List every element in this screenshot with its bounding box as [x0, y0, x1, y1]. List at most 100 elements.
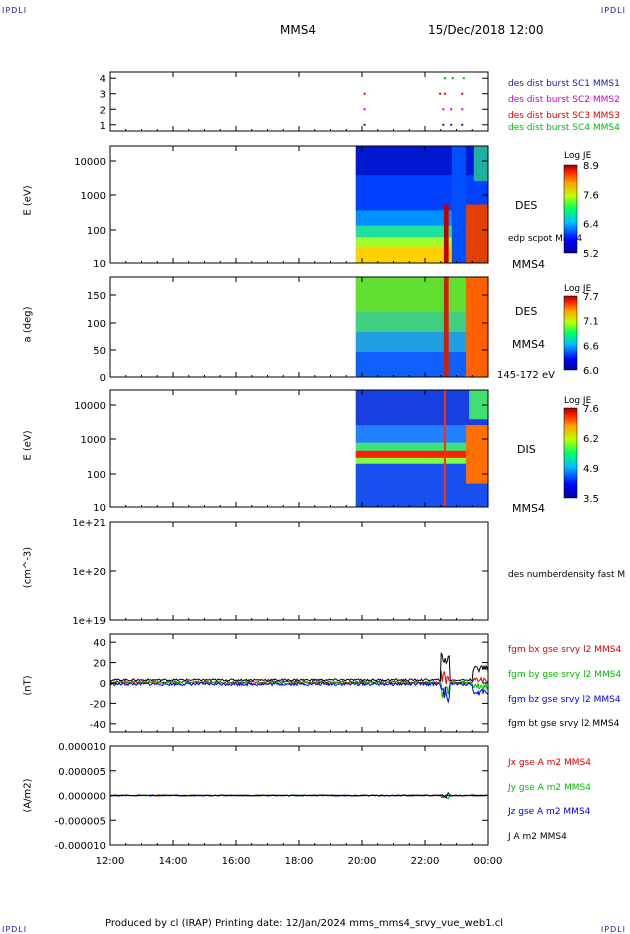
des-pitch-heatmap-band [355, 332, 488, 353]
y-tick-label: 10 [93, 503, 106, 514]
des-pitch-stripe [443, 277, 449, 377]
x-tick-label: 20:00 [348, 856, 377, 867]
dis-energy-heatmap-band [355, 425, 488, 444]
y-tick-label: 50 [93, 346, 106, 357]
des-energy-stripe [465, 204, 488, 263]
current-series-1 [109, 794, 489, 800]
y-tick-label: 1000 [81, 191, 106, 202]
burst-point [443, 92, 446, 95]
colorbar-tick-label: 6.6 [583, 341, 599, 352]
des-energy-gap [451, 146, 466, 263]
corner-label-bottom-right: IPDLI [600, 925, 626, 934]
density-ylabel: (cm^-3) [22, 546, 34, 589]
dis-energy-heatmap-band [355, 450, 488, 459]
des-pitch-mms-label: MMS4 [512, 338, 545, 351]
legend-j: J A m2 MMS4 [508, 832, 567, 842]
corner-label-bottom-left: IPDLI [2, 925, 28, 934]
y-tick-label: 40 [93, 638, 106, 649]
colorbar [563, 295, 578, 371]
burst-point [442, 123, 445, 126]
panel-frame [109, 276, 489, 378]
burst-point [442, 108, 445, 111]
corner-label-top-right: IPDLI [600, 6, 626, 15]
burst-point [450, 108, 453, 111]
legend-fgm-bz: fgm bz gse srvy l2 MMS4 [508, 695, 621, 705]
footer-credits: Produced by cl (IRAP) Printing date: 12/… [105, 918, 504, 929]
legend-jx: Jx gse A m2 MMS4 [508, 758, 591, 768]
des-energy-heatmap-band [355, 175, 488, 211]
y-tick-label: 0.000000 [58, 792, 106, 803]
dis-energy-heatmap-band [355, 442, 488, 452]
y-tick-label: 10000 [74, 401, 106, 412]
burst-point [461, 108, 464, 111]
y-tick-label: -20 [90, 699, 106, 710]
y-tick-label: 3 [100, 90, 106, 101]
dis-energy-mms-label: MMS4 [512, 502, 545, 515]
colorbar-tick-label: 4.9 [583, 464, 599, 475]
panel-frame [109, 633, 489, 733]
spacecraft-title: MMS4 [280, 23, 316, 37]
dis-energy-panel-label: DIS [517, 443, 536, 456]
fgm-series-0 [109, 670, 489, 684]
fgm-series-2 [109, 681, 489, 704]
des-pitch-heatmap-band [355, 277, 488, 313]
dis-energy-heatmap-band [355, 457, 488, 465]
x-tick-label: 18:00 [285, 856, 314, 867]
panel-frame [109, 745, 489, 846]
burst-point [363, 108, 366, 111]
y-tick-label: 100 [87, 470, 106, 481]
y-tick-label: 1 [100, 121, 106, 132]
des-energy-heatmap-band [355, 246, 488, 264]
dis-energy-heatmap-band [355, 463, 488, 508]
y-tick-label: 150 [87, 291, 106, 302]
dis-energy-hot [465, 425, 488, 484]
colorbar [563, 407, 578, 499]
colorbar-tick-label: 3.5 [583, 494, 599, 505]
y-tick-label: 2 [100, 105, 106, 116]
legend-fgm-by: fgm by gse srvy l2 MMS4 [508, 670, 622, 680]
y-tick-label: 4 [100, 74, 106, 85]
y-tick-label: 0.000005 [58, 767, 106, 778]
dis-energy-heatmap [355, 390, 488, 508]
y-tick-label: -0.000005 [55, 816, 106, 827]
des-energy-stripe [443, 204, 449, 263]
colorbar-tick-label: 8.9 [583, 161, 599, 172]
des-energy-heatmap-band [355, 210, 488, 227]
des-pitch-heatmap [355, 277, 488, 378]
burst-point [363, 123, 366, 126]
fgm-series-3 [109, 651, 489, 682]
des-energy-panel-label: DES [515, 199, 538, 212]
panel-frame [109, 389, 489, 508]
current-series-2 [109, 794, 489, 798]
burst-point [451, 77, 454, 80]
legend-fgm-bt: fgm bt gse srvy l2 MMS4 [508, 719, 620, 729]
legend-burst-mms2: des dist burst SC2 MMS2 [508, 95, 620, 105]
panel-frame [109, 521, 489, 621]
y-tick-label: 1e+19 [72, 616, 106, 627]
des-pitch-heatmap-band [355, 352, 488, 378]
dis-energy-cap [469, 390, 488, 420]
y-tick-label: 0 [100, 679, 106, 690]
colorbar-tick-label: 7.1 [583, 317, 599, 328]
panel-frame [109, 71, 489, 132]
burst-point [439, 92, 442, 95]
colorbar-tick-label: 7.6 [583, 190, 599, 201]
legend-jz: Jz gse A m2 MMS4 [508, 807, 591, 817]
y-tick-label: 10 [93, 259, 106, 270]
current-ylabel: (A/m2) [22, 778, 34, 813]
y-tick-label: 100 [87, 226, 106, 237]
x-tick-label: 12:00 [96, 856, 125, 867]
burst-point [363, 92, 366, 95]
y-tick-label: -0.000010 [55, 841, 106, 852]
dis-energy-line [443, 390, 446, 507]
des-energy-ylabel: E (eV) [22, 185, 34, 216]
des-pitch-panel-label: DES [515, 305, 538, 318]
des-energy-heatmap-band [355, 225, 488, 238]
datetime-title: 15/Dec/2018 12:00 [428, 23, 544, 37]
x-tick-label: 22:00 [411, 856, 440, 867]
y-tick-label: 100 [87, 319, 106, 330]
x-tick-label: 00:00 [474, 856, 503, 867]
y-tick-label: -40 [90, 720, 106, 731]
burst-point [462, 77, 465, 80]
